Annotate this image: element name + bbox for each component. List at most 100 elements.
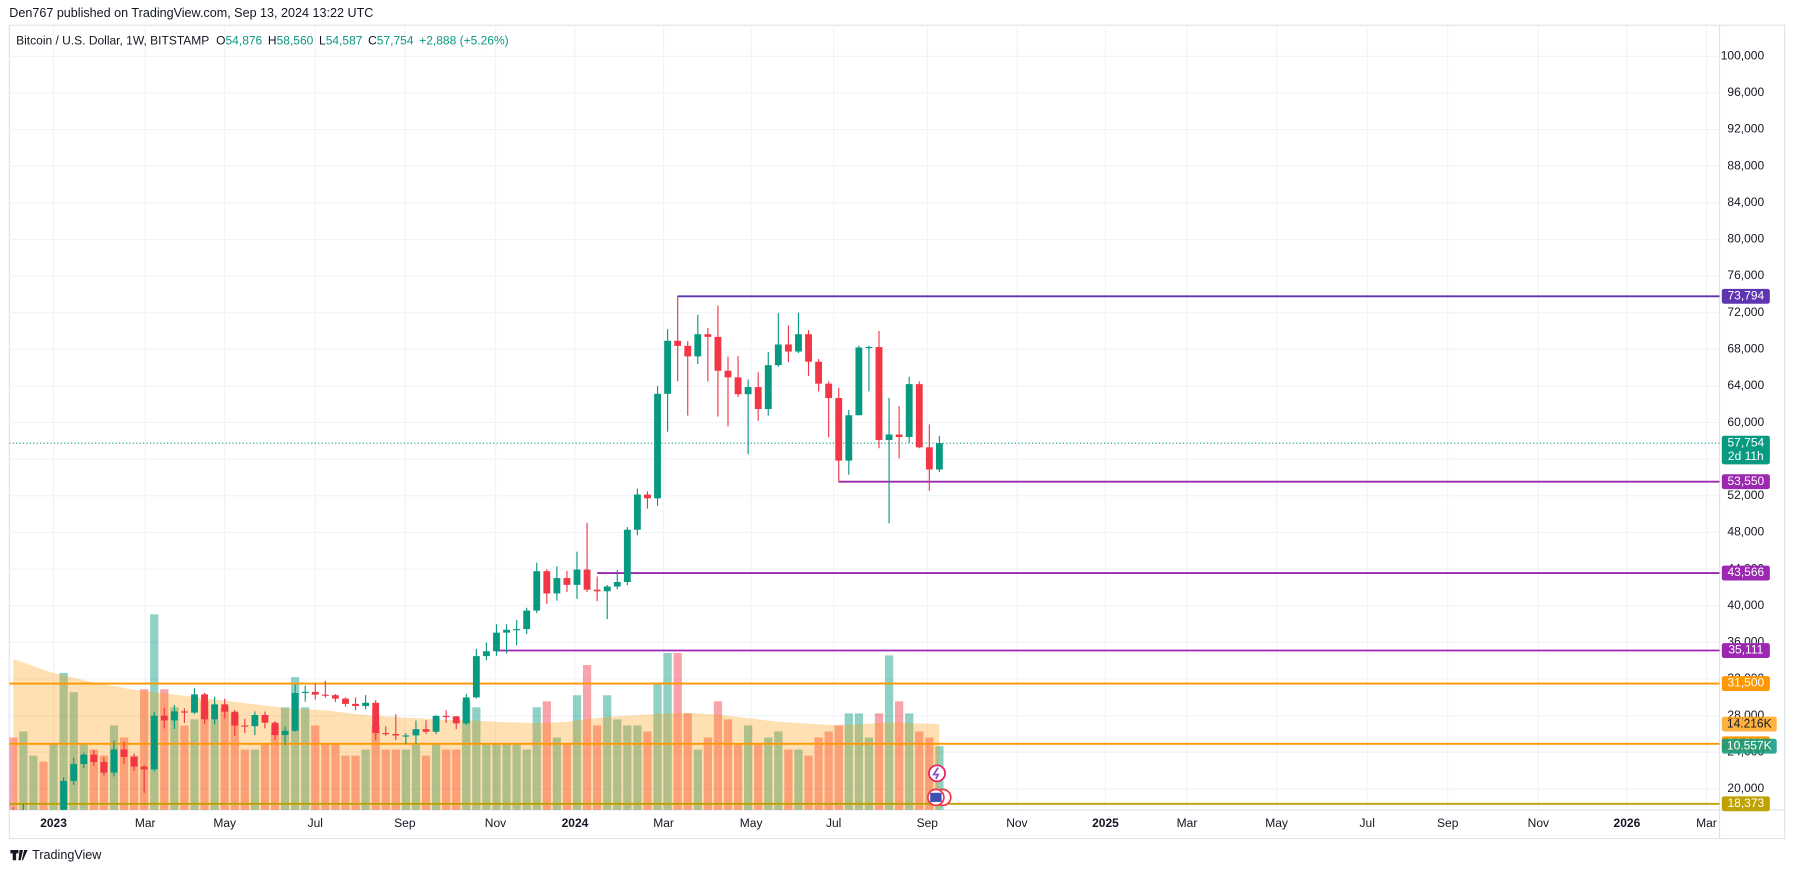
y-tick-label: 64,000 [1727,378,1764,392]
volume-bar [39,761,48,810]
grid [9,25,1720,810]
candle-body [392,733,400,736]
y-tick-label: 48,000 [1727,525,1764,539]
volume-bar [49,743,58,810]
candle-body [140,766,148,770]
x-tick-label: Mar [135,816,156,830]
candle-body [543,571,551,594]
candle-body [130,756,138,767]
candle-body [774,344,782,366]
volume-bar [260,743,270,810]
lightning [932,767,940,780]
volume-bar [180,725,189,810]
candle-body [372,702,380,734]
candle-body [835,398,843,461]
event-icons [927,764,952,807]
candle-body [613,582,621,587]
candle-body [664,340,672,394]
candle-body [321,694,329,696]
volume-bar [140,689,149,810]
candle-body [482,651,490,657]
candle-body [805,334,812,362]
candle-body [352,703,359,707]
candle-body [170,711,178,721]
legend-value: 54,587 [326,33,363,47]
y-tick-label: 80,000 [1727,232,1764,246]
candle-body [261,714,269,723]
volume-bar [723,719,733,810]
candle-body [744,387,752,395]
volume-bar [814,737,823,810]
candle-body [311,691,319,695]
volume-bar [129,755,139,810]
legend-key: O [216,33,225,47]
volume-bar [160,689,169,810]
candle-body [593,589,601,592]
volume-bar [794,749,803,810]
candle-body [150,715,158,770]
volume-bar [89,749,98,810]
volume-bar [572,695,582,810]
y-tick-label: 84,000 [1727,195,1764,209]
candle-body [724,370,732,378]
volume-bar [270,725,280,810]
volume-bar [733,743,743,810]
volume-bar [653,683,662,810]
candle-body [935,443,943,470]
x-tick-label: 2023 [40,816,67,830]
volume-bar [693,749,702,810]
candle-body [825,383,833,399]
x-tick-label: Mar [653,816,674,830]
volume-bar [19,731,28,810]
candle-body [493,632,500,652]
candle-body [764,365,772,410]
candle-body [603,586,611,592]
volume-bar [371,725,380,810]
candle-body [402,735,410,737]
y-tick-label: 60,000 [1727,415,1764,429]
candle-body [895,434,903,438]
publish-info: Den767 published on TradingView.com, Sep… [9,6,373,20]
volume-bar [230,713,239,810]
volume-bar [421,755,431,810]
candle-body [583,569,591,590]
candle-body [70,764,78,781]
volume-bar [623,725,632,810]
volume-ma-label-bg [1721,716,1777,732]
candle-body [573,569,581,585]
legend-value: 54,876 [226,33,263,47]
volume-bar [764,737,773,810]
x-tick-label: 2024 [562,816,589,830]
candle-body [201,694,208,720]
candle-body [905,384,913,438]
volume-bar [29,755,38,810]
legend-key: L [319,33,326,47]
x-tick-label: Jul [1360,816,1375,830]
candle-body [191,694,198,713]
candle-body [221,704,229,712]
flag [930,792,942,802]
candle-body [865,347,873,349]
volume-bar [250,749,260,810]
candle-body [331,695,339,699]
volume-bar [381,749,390,810]
volume-bar [915,731,924,810]
candle-body [704,334,712,337]
volume-bar [431,743,441,810]
level-label-bg [1721,796,1770,812]
volume-bar [99,755,109,810]
candle-body [674,340,682,346]
y-tick-label: 88,000 [1727,158,1764,172]
level-label-bg [1721,565,1770,581]
candle-body [291,693,299,731]
level-label: 31,500 [1727,676,1764,690]
volume-bar [824,731,833,810]
level-label: 73,794 [1727,288,1764,302]
chart-frame [8,24,1786,840]
x-tick-label: May [740,816,763,830]
ohlc-legend: O 54,876 H 58,560 L 54,587 C 57,754 +2,888 (+5.2… [216,33,508,47]
volume-bar [844,713,853,810]
candle-body [503,629,510,633]
x-tick-label: Nov [485,816,506,830]
